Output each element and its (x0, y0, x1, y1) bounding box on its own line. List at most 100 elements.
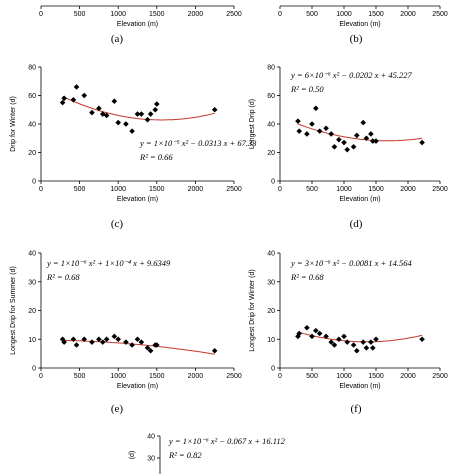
data-point (154, 342, 160, 348)
y-axis-label: Drip for Winter (d) (10, 96, 17, 152)
data-point (147, 347, 154, 354)
panel-a: 0 500 1000 1500 2000 2500 Elevation (m) (a) (39, 5, 242, 45)
data-point (370, 345, 376, 351)
regression-equation: y = 1×10⁻⁵ x² − 0.0313 x + 67.33 (139, 138, 257, 148)
y-axis-label: (d) (129, 451, 136, 460)
data-point (134, 111, 141, 117)
panel-label: (f) (351, 403, 362, 415)
x-tick-label: 2500 (432, 11, 448, 18)
data-point (373, 138, 379, 144)
x-tick-label: 2500 (226, 11, 242, 18)
data-point (350, 342, 357, 348)
data-point (138, 111, 145, 117)
y-tick-label: 60 (267, 93, 275, 100)
data-point (123, 121, 129, 127)
x-tick-label: 2500 (432, 373, 448, 380)
x-tick-label: 0 (39, 11, 43, 18)
x-tick-label: 1000 (336, 186, 352, 193)
x-tick-label: 1500 (149, 11, 165, 18)
panel-d: 0 500 1000 1500 2000 2500 Elevation (m) 0 20 40 60… (249, 65, 448, 231)
data-point (123, 339, 129, 345)
x-tick-label: 0 (278, 11, 282, 18)
x-tick-label: 1500 (149, 373, 165, 380)
y-tick-label: 0 (271, 366, 275, 373)
trend-line (62, 95, 215, 121)
data-point (323, 125, 329, 132)
x-tick-label: 1500 (368, 186, 384, 193)
trend-line (62, 339, 215, 355)
panel-label: (b) (350, 33, 363, 45)
x-tick-label: 500 (306, 373, 318, 380)
x-tick-label: 500 (306, 186, 318, 193)
x-tick-label: 500 (74, 186, 86, 193)
data-point (154, 101, 160, 107)
data-point (363, 135, 370, 142)
y-tick-label: 80 (267, 65, 275, 72)
regression-equation: y = 1×10⁻⁶ x² + 1×10⁻⁴ x + 9.6349 (46, 258, 171, 268)
x-tick-label: 0 (39, 186, 43, 193)
x-tick-label: 1000 (110, 373, 126, 380)
x-tick-label: 1500 (149, 186, 165, 193)
panel-label: (c) (111, 218, 124, 230)
y-axis-label: Longest Drip for Winter (d) (249, 269, 256, 351)
y-tick-label: 40 (147, 434, 155, 441)
data-point (115, 119, 121, 126)
x-tick-label: 1000 (336, 11, 352, 18)
y-axis-label: Longest Drip for Summer (d) (10, 266, 17, 355)
data-point (89, 109, 95, 116)
x-tick-label: 1500 (368, 11, 384, 18)
r-squared: R² = 0.68 (46, 272, 80, 282)
data-point (152, 106, 159, 113)
data-point (419, 336, 425, 343)
y-tick-label: 20 (267, 308, 275, 315)
data-point (61, 339, 67, 345)
data-point (89, 339, 95, 345)
data-point (373, 336, 379, 343)
y-tick-label: 30 (147, 456, 155, 463)
data-point (354, 347, 360, 354)
x-axis-label: Elevation (m) (339, 196, 380, 203)
data-point (419, 139, 425, 146)
data-point (323, 333, 329, 340)
r-squared: R² = 0.82 (168, 450, 202, 460)
data-point (360, 119, 366, 126)
x-tick-label: 2000 (188, 373, 204, 380)
y-tick-label: 80 (28, 65, 36, 72)
x-tick-label: 2000 (400, 186, 416, 193)
data-point (134, 336, 141, 343)
data-point (59, 99, 66, 106)
x-axis-label: Elevation (m) (339, 21, 380, 28)
data-point (331, 144, 338, 150)
data-point (73, 342, 80, 348)
data-point (368, 339, 374, 345)
data-point (103, 336, 110, 343)
trend-line (297, 331, 423, 343)
data-point (313, 105, 319, 112)
data-point (70, 96, 77, 103)
panel-c: 0 500 1000 1500 2000 2500 Elevation (m) 0 20 40 60… (10, 65, 257, 231)
data-point (111, 333, 118, 340)
data-point (296, 330, 302, 337)
data-point (73, 84, 80, 90)
data-point (138, 339, 145, 345)
y-tick-label: 0 (32, 366, 36, 373)
data-point (70, 336, 77, 343)
data-point (99, 339, 106, 345)
data-point (328, 339, 334, 345)
regression-equation: y = 1×10⁻⁶ x² − 0.067 x + 16.112 (168, 436, 286, 446)
x-tick-label: 2000 (400, 373, 416, 380)
data-point (370, 138, 376, 144)
data-point (354, 132, 360, 139)
data-point (309, 333, 315, 340)
data-point (363, 345, 370, 351)
panel-f: 0 500 1000 1500 2000 2500 Elevation (m) 0 10 20 30… (249, 251, 448, 416)
r-squared: R² = 0.66 (139, 152, 173, 162)
x-tick-label: 1500 (368, 373, 384, 380)
data-point (344, 146, 350, 153)
data-point (211, 347, 218, 354)
data-point (336, 136, 342, 143)
data-point (344, 339, 350, 345)
x-tick-label: 2500 (226, 186, 242, 193)
data-point (368, 131, 374, 137)
y-tick-label: 0 (32, 179, 36, 186)
